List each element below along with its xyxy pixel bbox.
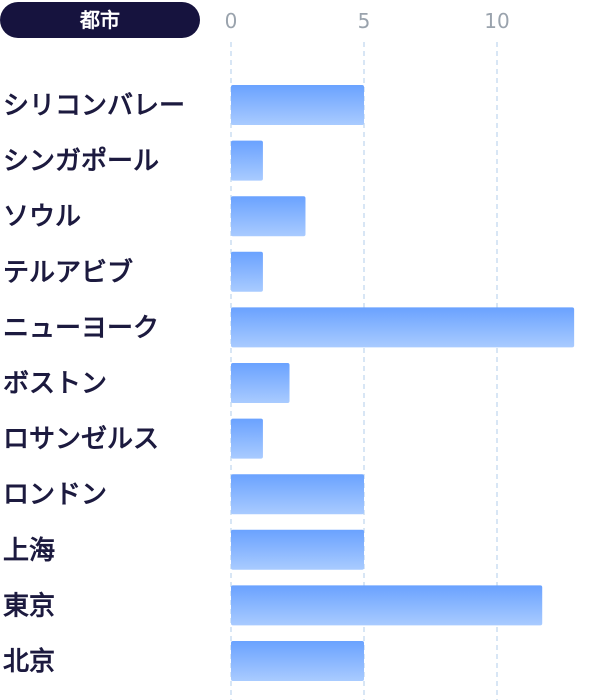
bar: [231, 529, 364, 570]
bar: [231, 585, 543, 626]
header: 都市: [0, 2, 200, 38]
bar: [231, 474, 364, 515]
category-label: 上海: [3, 536, 55, 566]
category-label: テルアビブ: [3, 257, 133, 288]
x-tick-label: 0: [225, 9, 238, 33]
bars: [231, 85, 575, 681]
x-tick-label: 10: [484, 9, 509, 33]
category-label: シンガポール: [3, 146, 159, 177]
bar: [231, 363, 290, 403]
bar: [231, 307, 575, 348]
category-label: 北京: [3, 646, 55, 677]
category-label: シリコンバレー: [3, 91, 185, 121]
x-tick-label: 5: [358, 9, 371, 33]
x-axis-ticks: 0 5 10: [225, 9, 510, 33]
category-label: ソウル: [3, 202, 81, 232]
bar: [231, 251, 263, 292]
bar: [231, 418, 263, 459]
bar: [231, 196, 306, 237]
category-label: ニューヨーク: [3, 313, 159, 343]
category-label: ボストン: [3, 369, 107, 399]
category-label: ロンドン: [3, 480, 107, 510]
bar: [231, 140, 263, 181]
category-label: ロサンゼルス: [3, 425, 159, 455]
category-label: 東京: [3, 590, 55, 621]
category-labels: シリコンバレーシンガポールソウルテルアビブニューヨークボストンロサンゼルスロンド…: [3, 91, 185, 677]
bar: [231, 85, 364, 125]
header-pill: [0, 2, 200, 38]
header-label: 都市: [79, 8, 120, 32]
bar: [231, 641, 364, 681]
